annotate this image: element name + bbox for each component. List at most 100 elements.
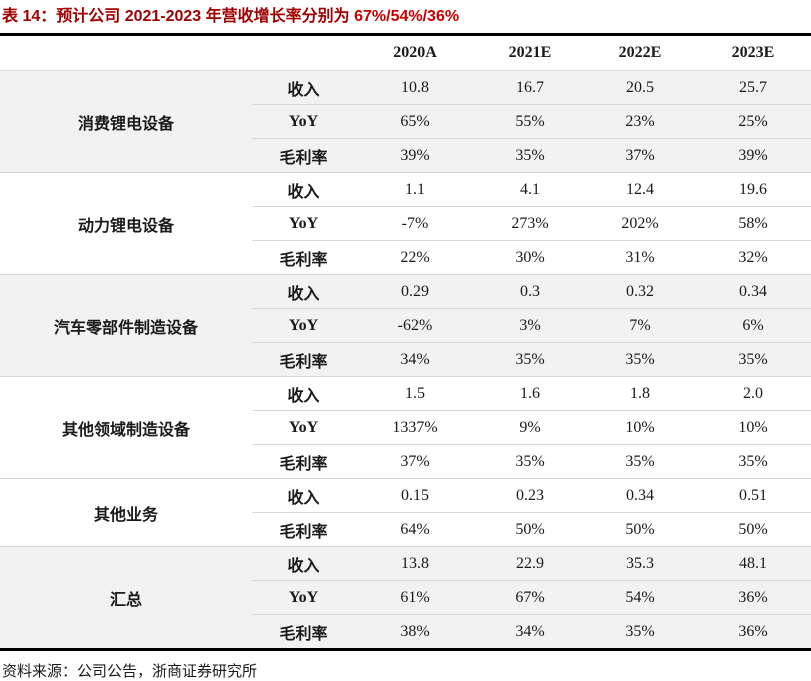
value-cell: 1.1 xyxy=(355,172,475,207)
header-spacer-metric xyxy=(252,36,355,71)
group-label: 消费锂电设备 xyxy=(0,70,252,173)
group-label: 其他领域制造设备 xyxy=(0,376,252,479)
value-cell: 35% xyxy=(475,444,585,479)
value-cell: 35.3 xyxy=(585,546,695,581)
metric-label: 毛利率 xyxy=(252,240,355,275)
table-row: YoY -7% 273% 202% 58% xyxy=(0,206,811,241)
value-cell: 32% xyxy=(695,240,811,275)
value-cell: 9% xyxy=(475,410,585,445)
value-cell: 202% xyxy=(585,206,695,241)
value-cell: 25% xyxy=(695,104,811,139)
table-row: 动力锂电设备 收入 1.1 4.1 12.4 19.6 xyxy=(0,172,811,275)
value-cell: 37% xyxy=(355,444,475,479)
table-row: 毛利率 37% 35% 35% 35% xyxy=(0,444,811,479)
value-cell: 10.8 xyxy=(355,70,475,105)
metric-label: 毛利率 xyxy=(252,614,355,648)
metric-label: YoY xyxy=(252,308,355,343)
year-header: 2023E xyxy=(695,36,811,71)
value-cell: 22% xyxy=(355,240,475,275)
table-row: YoY -62% 3% 7% 6% xyxy=(0,308,811,343)
value-cell: 38% xyxy=(355,614,475,648)
value-cell: 35% xyxy=(475,342,585,377)
header-spacer-group xyxy=(0,36,252,71)
source-note: 资料来源：公司公告，浙商证券研究所 xyxy=(2,664,258,680)
group-label: 其他业务 xyxy=(0,478,252,547)
table-title: 表 14：预计公司 2021-2023 年营收增长率分别为 67%/54%/36… xyxy=(0,0,811,33)
metric-label: YoY xyxy=(252,410,355,445)
table-row: 其他业务 收入 0.15 0.23 0.34 0.51 xyxy=(0,478,811,547)
value-cell: 0.15 xyxy=(355,478,475,513)
value-cell: 1.6 xyxy=(475,376,585,411)
metric-label: 毛利率 xyxy=(252,512,355,547)
value-cell: 7% xyxy=(585,308,695,343)
value-cell: 54% xyxy=(585,580,695,615)
value-cell: 50% xyxy=(695,512,811,547)
value-cell: 6% xyxy=(695,308,811,343)
table-row: 消费锂电设备 收入 10.8 16.7 20.5 25.7 xyxy=(0,70,811,173)
table-row: 汽车零部件制造设备 收入 0.29 0.3 0.32 0.34 xyxy=(0,274,811,377)
header-row: 2020A 2021E 2022E 2023E xyxy=(0,36,811,71)
value-cell: 36% xyxy=(695,614,811,648)
metric-label: 收入 xyxy=(252,376,355,411)
metric-label: YoY xyxy=(252,580,355,615)
value-cell: 22.9 xyxy=(475,546,585,581)
value-cell: 36% xyxy=(695,580,811,615)
value-cell: 39% xyxy=(695,138,811,173)
value-cell: 19.6 xyxy=(695,172,811,207)
value-cell: 4.1 xyxy=(475,172,585,207)
table-title-highlight: 67%/54%/36% xyxy=(354,8,460,25)
metric-label: 收入 xyxy=(252,70,355,105)
value-cell: 0.51 xyxy=(695,478,811,513)
value-cell: 48.1 xyxy=(695,546,811,581)
value-cell: 35% xyxy=(475,138,585,173)
year-header: 2022E xyxy=(585,36,695,71)
metric-label: 收入 xyxy=(252,172,355,207)
value-cell: 3% xyxy=(475,308,585,343)
group-label: 汽车零部件制造设备 xyxy=(0,274,252,377)
value-cell: 58% xyxy=(695,206,811,241)
value-cell: 30% xyxy=(475,240,585,275)
metric-label: 收入 xyxy=(252,546,355,581)
value-cell: 37% xyxy=(585,138,695,173)
metric-label: 收入 xyxy=(252,274,355,309)
value-cell: 16.7 xyxy=(475,70,585,105)
value-cell: 35% xyxy=(585,444,695,479)
value-cell: -62% xyxy=(355,308,475,343)
table-row: 毛利率 39% 35% 37% 39% xyxy=(0,138,811,173)
value-cell: 39% xyxy=(355,138,475,173)
value-cell: 2.0 xyxy=(695,376,811,411)
value-cell: -7% xyxy=(355,206,475,241)
year-header: 2020A xyxy=(355,36,475,71)
value-cell: 34% xyxy=(355,342,475,377)
value-cell: 273% xyxy=(475,206,585,241)
value-cell: 0.23 xyxy=(475,478,585,513)
group-label: 汇总 xyxy=(0,546,252,648)
value-cell: 12.4 xyxy=(585,172,695,207)
value-cell: 0.29 xyxy=(355,274,475,309)
value-cell: 0.34 xyxy=(585,478,695,513)
table-row: 毛利率 38% 34% 35% 36% xyxy=(0,614,811,648)
value-cell: 35% xyxy=(585,342,695,377)
value-cell: 61% xyxy=(355,580,475,615)
table-row: 毛利率 64% 50% 50% 50% xyxy=(0,512,811,547)
value-cell: 35% xyxy=(695,444,811,479)
group-label: 动力锂电设备 xyxy=(0,172,252,275)
financial-table-frame: 2020A 2021E 2022E 2023E 消费锂电设备 收入 10.8 16.7… xyxy=(0,33,811,651)
metric-label: 毛利率 xyxy=(252,138,355,173)
value-cell: 64% xyxy=(355,512,475,547)
metric-label: YoY xyxy=(252,104,355,139)
table-row: YoY 61% 67% 54% 36% xyxy=(0,580,811,615)
table-row: YoY 65% 55% 23% 25% xyxy=(0,104,811,139)
table-title-text: 表 14：预计公司 2021-2023 年营收增长率分别为 xyxy=(2,8,355,25)
value-cell: 31% xyxy=(585,240,695,275)
value-cell: 10% xyxy=(695,410,811,445)
metric-label: YoY xyxy=(252,206,355,241)
value-cell: 1.5 xyxy=(355,376,475,411)
value-cell: 0.34 xyxy=(695,274,811,309)
value-cell: 25.7 xyxy=(695,70,811,105)
value-cell: 67% xyxy=(475,580,585,615)
value-cell: 0.32 xyxy=(585,274,695,309)
value-cell: 0.3 xyxy=(475,274,585,309)
value-cell: 20.5 xyxy=(585,70,695,105)
